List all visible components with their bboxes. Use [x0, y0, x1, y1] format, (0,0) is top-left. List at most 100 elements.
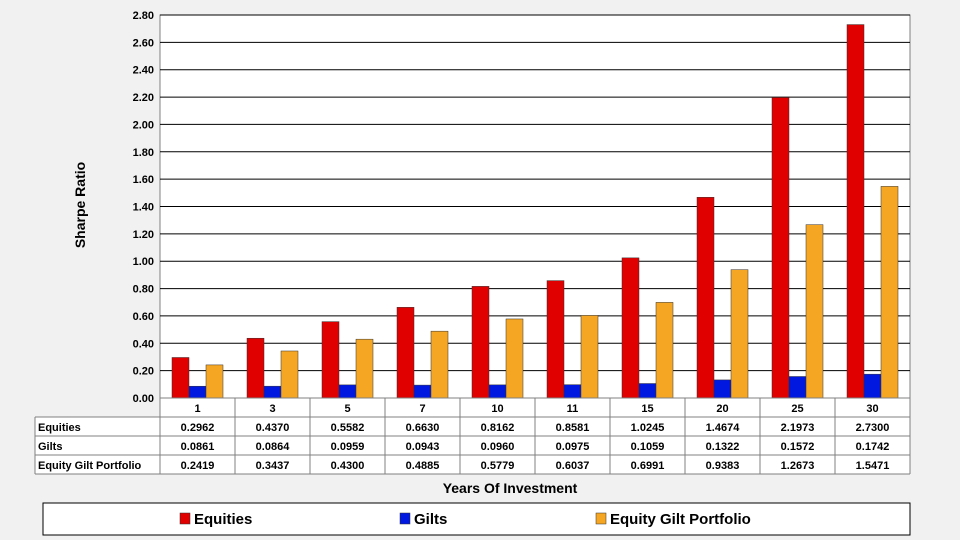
bar-equity-gilt-portfolio — [505, 318, 524, 399]
x-tick-label: 3 — [269, 403, 275, 415]
table-cell: 0.8162 — [481, 422, 515, 434]
bar-gilts — [563, 384, 582, 399]
table-cell: 0.1322 — [706, 441, 740, 453]
table-cell: 0.8581 — [556, 422, 590, 434]
x-axis-title: Years Of Investment — [443, 480, 578, 496]
table-cell: 0.3437 — [256, 460, 290, 472]
table-cell: 1.4674 — [706, 422, 741, 434]
table-cell: 0.4370 — [256, 422, 290, 434]
bar-gilts — [713, 379, 732, 399]
bar-equity-gilt-portfolio — [430, 330, 449, 399]
table-cell: 0.6991 — [631, 460, 665, 472]
table-cell: 0.1742 — [856, 441, 890, 453]
bar-equities — [321, 321, 340, 399]
bar-gilts — [263, 385, 282, 399]
bar-gilts — [863, 373, 882, 399]
x-tick-label: 11 — [567, 403, 579, 415]
bar-equities — [621, 257, 640, 399]
table-row-label: Equity Gilt Portfolio — [38, 460, 142, 472]
y-tick-label: 2.00 — [133, 119, 154, 131]
x-tick-label: 10 — [491, 403, 503, 415]
table-cell: 1.0245 — [631, 422, 665, 434]
legend-label: Equity Gilt Portfolio — [610, 511, 751, 528]
table-cell: 0.2419 — [181, 460, 215, 472]
bar-equities — [771, 97, 790, 399]
bar-equity-gilt-portfolio — [205, 364, 224, 399]
table-cell: 1.5471 — [856, 460, 890, 472]
y-tick-label: 2.20 — [133, 92, 154, 104]
y-tick-label: 1.80 — [133, 147, 154, 159]
x-tick-label: 30 — [866, 403, 878, 415]
table-cell: 0.0959 — [331, 441, 365, 453]
bar-equity-gilt-portfolio — [805, 224, 824, 399]
x-tick-label: 15 — [641, 403, 653, 415]
bar-gilts — [638, 383, 657, 399]
bar-equities — [246, 337, 265, 399]
x-tick-label: 1 — [194, 403, 200, 415]
x-tick-label: 5 — [344, 403, 350, 415]
table-cell: 0.5582 — [331, 422, 365, 434]
table-cell: 0.1572 — [781, 441, 815, 453]
y-tick-label: 0.20 — [133, 366, 154, 378]
y-tick-label: 1.40 — [133, 202, 154, 214]
table-cell: 0.0943 — [406, 441, 440, 453]
table-cell: 0.9383 — [706, 460, 740, 472]
table-row-label: Gilts — [38, 441, 62, 453]
table-cell: 0.0960 — [481, 441, 515, 453]
table-background — [35, 417, 910, 474]
y-tick-label: 2.60 — [133, 37, 154, 49]
y-tick-label: 1.00 — [133, 256, 154, 268]
table-cell: 2.1973 — [781, 422, 815, 434]
y-axis-ticks: 0.00 0.20 0.40 0.60 0.80 1.00 1.20 1.40 1.60 1.80… — [133, 10, 154, 405]
y-tick-label: 0.60 — [133, 311, 154, 323]
legend-label: Equities — [194, 511, 252, 528]
legend-label: Gilts — [414, 511, 447, 528]
table-cell: 0.5779 — [481, 460, 515, 472]
y-tick-label: 0.80 — [133, 284, 154, 296]
y-axis-title: Sharpe Ratio — [72, 162, 88, 248]
table-cell: 0.0975 — [556, 441, 590, 453]
table-cell: 0.1059 — [631, 441, 665, 453]
legend-swatch — [595, 512, 607, 525]
bar-equity-gilt-portfolio — [880, 186, 899, 399]
bar-gilts — [488, 384, 507, 399]
y-tick-label: 0.00 — [133, 393, 154, 405]
bar-equities — [396, 307, 415, 399]
x-tick-label: 25 — [791, 403, 803, 415]
bar-equities — [846, 24, 865, 399]
x-tick-label: 20 — [716, 403, 728, 415]
bar-equity-gilt-portfolio — [355, 338, 374, 399]
data-table: 1 3 5 7 10 11 15 20 25 30 Equities 0.2962 0.4370 0.55… — [34, 397, 911, 475]
bar-equity-gilt-portfolio — [655, 302, 674, 399]
table-cell: 1.2673 — [781, 460, 815, 472]
legend-box — [42, 502, 911, 536]
bar-equities — [171, 357, 190, 399]
bar-equity-gilt-portfolio — [580, 315, 599, 399]
bar-equities — [471, 286, 490, 399]
bar-gilts — [788, 376, 807, 399]
table-cell: 0.4885 — [406, 460, 440, 472]
bars — [171, 24, 899, 399]
table-row-label: Equities — [38, 422, 81, 434]
table-cell: 0.2962 — [181, 422, 215, 434]
bar-equity-gilt-portfolio — [730, 269, 749, 399]
bar-equities — [546, 280, 565, 399]
bar-equity-gilt-portfolio — [280, 350, 299, 399]
x-tick-label: 7 — [419, 403, 425, 415]
y-tick-label: 0.40 — [133, 338, 154, 350]
table-cell: 0.6630 — [406, 422, 440, 434]
y-tick-label: 2.80 — [133, 10, 154, 22]
table-cell: 0.4300 — [331, 460, 365, 472]
bar-gilts — [413, 384, 432, 399]
y-tick-label: 1.20 — [133, 229, 154, 241]
bar-gilts — [188, 385, 207, 399]
legend: Equities Gilts Equity Gilt Portfolio — [179, 511, 751, 528]
bar-equities — [696, 197, 715, 399]
bar-gilts — [338, 384, 357, 399]
legend-swatch — [399, 512, 411, 525]
table-cell: 2.7300 — [856, 422, 890, 434]
table-cell: 0.0861 — [181, 441, 215, 453]
y-tick-label: 2.40 — [133, 65, 154, 77]
table-cell: 0.0864 — [256, 441, 291, 453]
